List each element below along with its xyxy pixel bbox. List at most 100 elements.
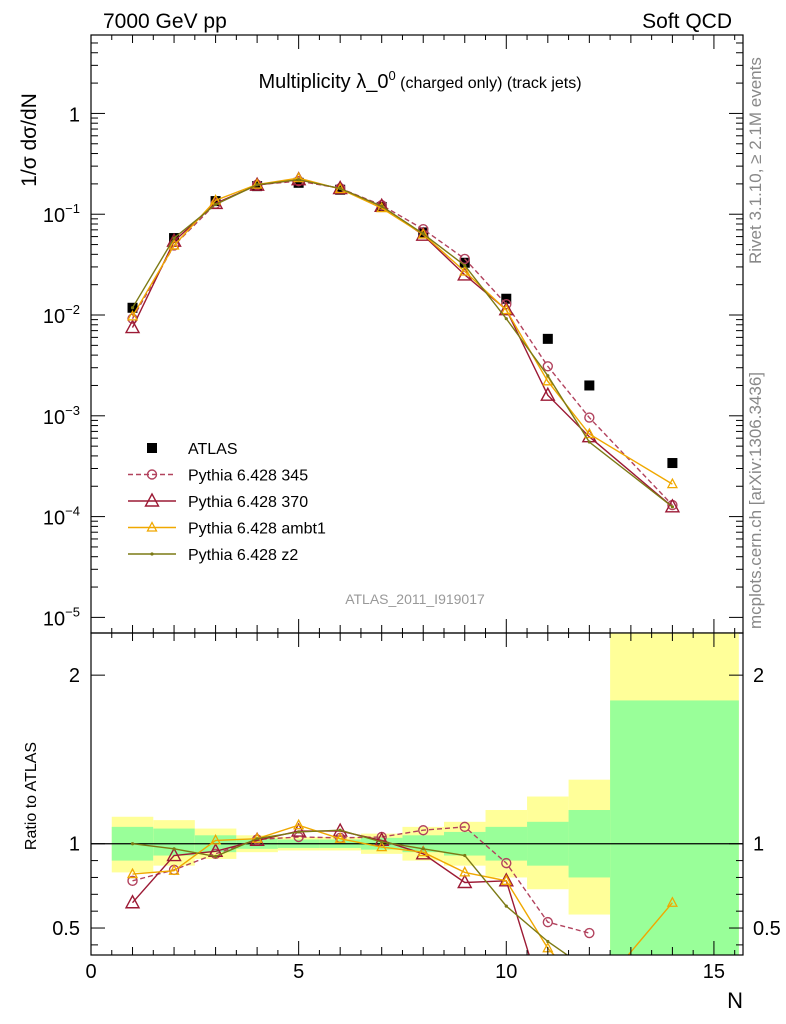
point-pythia-6-428-z2 <box>546 374 550 378</box>
point-pythia-6-428-z2 <box>463 263 467 268</box>
ratio-point-pythia-6-428-370 <box>374 831 390 847</box>
main-ticks: 10−510−410−310−210−11 <box>43 34 743 633</box>
legend-entry: Pythia 6.428 z2 <box>128 547 298 564</box>
point-pythia-6-428-ambt1 <box>666 477 678 489</box>
ratio-point-pythia-6-428-345 <box>584 927 595 939</box>
point-pythia-6-428-345 <box>542 361 554 372</box>
ratio-panel: 0.5 0.5 1 1 2 2 0 5 10 15 Ratio to ATLAS N <box>23 632 781 1013</box>
point-pythia-6-428-z2 <box>670 505 675 509</box>
main-title-superscript: 0 <box>388 68 395 83</box>
series-pythia-6-428-370 <box>124 171 681 513</box>
y-tick-label-exponent: −2 <box>65 302 80 317</box>
ratio-point-pythia-6-428-370 <box>166 847 182 862</box>
ratio-point-pythia-6-428-345 <box>501 857 512 869</box>
ratio-point-pythia-6-428-z2 <box>338 828 342 832</box>
y-tick-label: 10−4 <box>43 504 80 530</box>
point-pythia-6-428-z2 <box>504 317 508 321</box>
point-pythia-6-428-ambt1 <box>583 427 595 439</box>
ratio-point-pythia-6-428-ambt1 <box>376 840 388 852</box>
ratio-ticks: 0.5 0.5 1 1 2 2 0 5 10 15 <box>52 633 781 983</box>
ratio-point-pythia-6-428-ambt1 <box>126 867 139 879</box>
ratio-y-tick-label-right: 1 <box>753 834 764 856</box>
y-tick-label-base: 1 <box>69 104 80 126</box>
point-pythia-6-428-370 <box>498 301 514 316</box>
ratio-point-pythia-6-428-ambt1 <box>334 832 346 843</box>
y-tick-label: 10−3 <box>43 403 80 429</box>
legend-label: Pythia 6.428 345 <box>188 468 308 485</box>
point-pythia-6-428-370 <box>415 226 431 241</box>
watermark: ATLAS_2011_I919017 <box>345 591 485 607</box>
main-y-axis-label: 1/σ dσ/dN <box>18 93 41 187</box>
point-pythia-6-428-z2 <box>255 183 259 187</box>
ratio-point-pythia-6-428-370 <box>124 894 141 909</box>
series-pythia-6-428-ambt1 <box>126 171 678 489</box>
legend-marker <box>144 492 160 507</box>
legend-label: Pythia 6.428 ambt1 <box>188 521 326 538</box>
point-atlas <box>667 458 678 469</box>
series-line-pythia-6-428-345 <box>131 180 673 506</box>
main-marks <box>124 171 681 513</box>
y-tick-label-base: 10 <box>43 407 65 429</box>
y-tick-label-base: 10 <box>43 608 65 630</box>
uncertainty-band-green <box>610 700 739 955</box>
point-pythia-6-428-ambt1 <box>417 228 429 239</box>
point-pythia-6-428-370 <box>540 386 556 401</box>
legend-label: Pythia 6.428 370 <box>188 494 308 511</box>
ratio-plot-frame <box>90 632 744 956</box>
x-tick-label: 0 <box>85 961 96 983</box>
ratio-point-pythia-6-428-ambt1 <box>168 864 180 875</box>
y-tick-label-base: 10 <box>43 205 65 227</box>
main-title: Multiplicity λ_00 (charged only) (track … <box>258 68 581 93</box>
header-left: 7000 GeV pp <box>103 10 227 33</box>
ratio-point-pythia-6-428-ambt1 <box>293 818 305 830</box>
y-tick-label-base: 10 <box>43 306 65 328</box>
ratio-point-pythia-6-428-z2 <box>255 837 259 841</box>
y-tick-label-exponent: −5 <box>65 604 80 619</box>
point-pythia-6-428-370 <box>664 498 681 513</box>
series-pythia-6-428-z2 <box>130 178 675 509</box>
point-pythia-6-428-ambt1 <box>293 171 305 183</box>
point-pythia-6-428-ambt1 <box>251 178 263 189</box>
ratio-y-tick-label: 1 <box>69 834 80 856</box>
header-right: Soft QCD <box>642 10 732 33</box>
ratio-point-pythia-6-428-345 <box>459 821 470 833</box>
ratio-point-pythia-6-428-ambt1 <box>666 896 678 907</box>
ratio-point-pythia-6-428-345 <box>127 875 138 887</box>
point-pythia-6-428-z2 <box>213 202 218 207</box>
point-pythia-6-428-345 <box>584 412 595 423</box>
ratio-point-pythia-6-428-370 <box>457 874 473 889</box>
ratio-point-pythia-6-428-z2 <box>504 904 508 908</box>
ratio-point-pythia-6-428-z2 <box>421 847 425 851</box>
legend-entry: Pythia 6.428 370 <box>128 492 308 511</box>
point-atlas <box>542 333 553 344</box>
point-pythia-6-428-z2 <box>172 236 176 240</box>
ratio-marks <box>124 818 678 955</box>
ratio-line-pythia-6-428-ambt1 <box>132 824 673 955</box>
legend-label: ATLAS <box>188 441 238 458</box>
main-panel: 10−510−410−310−210−11 Multiplicity λ_00 … <box>18 34 744 634</box>
ratio-point-pythia-6-428-z2 <box>130 842 135 846</box>
ratio-point-pythia-6-428-ambt1 <box>210 833 222 845</box>
ratio-y-tick-label: 2 <box>69 665 80 687</box>
point-pythia-6-428-z2 <box>587 440 591 444</box>
point-pythia-6-428-ambt1 <box>459 265 471 276</box>
point-pythia-6-428-z2 <box>297 178 301 182</box>
point-pythia-6-428-z2 <box>421 232 425 236</box>
legend-entry: Pythia 6.428 ambt1 <box>128 521 326 538</box>
main-title-text: Multiplicity λ_0 <box>258 71 388 93</box>
ratio-point-pythia-6-428-370 <box>290 822 307 837</box>
point-atlas <box>584 380 595 391</box>
series-pythia-6-428-345 <box>127 175 678 511</box>
x-tick-label: 15 <box>703 961 725 983</box>
x-tick-label: 10 <box>495 961 517 983</box>
ratio-point-pythia-6-428-ambt1 <box>500 874 512 885</box>
legend-label: Pythia 6.428 z2 <box>188 547 298 564</box>
point-pythia-6-428-ambt1 <box>168 239 180 250</box>
ratio-point-pythia-6-428-z2 <box>213 854 218 858</box>
y-tick-label-exponent: −3 <box>65 403 80 418</box>
point-pythia-6-428-z2 <box>338 186 342 191</box>
legend: ATLAS Pythia 6.428 345 Pythia 6.428 370 Pyt… <box>128 441 326 564</box>
point-pythia-6-428-ambt1 <box>500 303 512 315</box>
point-pythia-6-428-ambt1 <box>126 309 139 321</box>
